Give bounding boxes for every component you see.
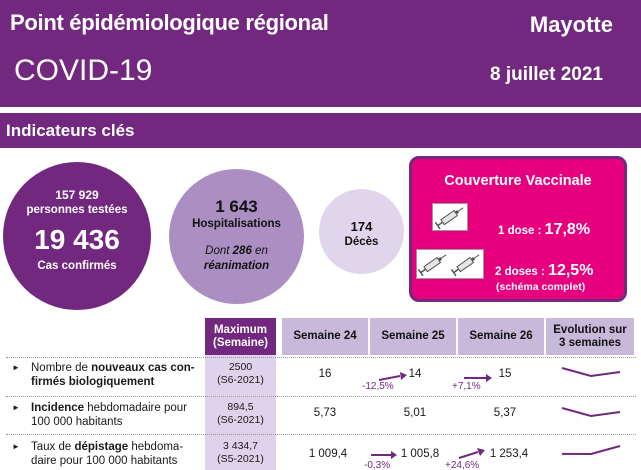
section-band: Indicateurs clés: [0, 113, 641, 148]
tested-label: personnes testées: [26, 204, 128, 216]
bullet-icon: ►: [12, 442, 20, 451]
max-week: (S5-2021): [217, 453, 264, 465]
max-value: 2500: [228, 361, 253, 373]
sparkline-new-cases: [561, 367, 621, 378]
deaths-circle: 174 Décès: [319, 189, 404, 274]
value-w25: 5,01: [403, 407, 427, 419]
bullet-icon: ►: [12, 403, 20, 412]
max-value-new-cases: 2500 (S6-2021): [205, 361, 276, 387]
max-week: (S6-2021): [217, 374, 264, 386]
confirmed-count: 19 436: [34, 224, 120, 255]
two-syringes-icon: [416, 249, 484, 279]
deaths-count: 174: [350, 219, 373, 234]
sparkline-line: [561, 445, 621, 456]
value-w24: 16: [318, 368, 332, 380]
arrow-icon: [464, 374, 492, 382]
change-w25: -0,3%: [364, 460, 391, 470]
page-header: Point épidémiologique régional COVID-19 …: [0, 0, 641, 107]
sparkline-line: [561, 367, 621, 378]
rea-line: Dont 286 en: [169, 245, 304, 257]
header-evo-line2: 3 semaines: [558, 336, 621, 349]
value-w26: 1 253,4: [489, 448, 529, 460]
max-value-screening: 3 434,7 (S5-2021): [205, 440, 276, 466]
header-evo-line1: Evolution sur: [553, 323, 627, 336]
confirmed-label: Cas confirmés: [37, 260, 117, 272]
dose1-label: 1 dose :: [498, 225, 542, 237]
section-title: Indicateurs clés: [6, 121, 135, 140]
change-w25: -12,5%: [362, 381, 394, 392]
sparkline-line: [561, 407, 621, 418]
value-w24: 5,73: [313, 407, 337, 419]
hospitalisations-circle: 1 643 Hospitalisations Dont 286 en réani…: [169, 169, 304, 304]
dose2-value: 12,5%: [548, 262, 594, 279]
row-label-pre: Nombre de: [31, 362, 92, 374]
header-max-line2: (Semaine): [213, 336, 268, 349]
max-column-bg: [205, 355, 276, 470]
rea-label: réanimation: [203, 260, 270, 272]
rea-suffix: en: [255, 245, 268, 257]
row-label-post: hebdoma-daire pour 100 000 habitants: [31, 441, 184, 467]
vaccination-title: Couverture Vaccinale: [444, 173, 592, 189]
header-maximum: Maximum (Semaine): [205, 318, 276, 355]
deaths-label: Décès: [344, 236, 379, 248]
row-label-pre: Taux de: [31, 441, 75, 453]
value-w25: 14: [408, 368, 422, 380]
region-name: Mayotte: [529, 12, 613, 37]
bullet-icon: ►: [12, 363, 20, 372]
rea-count: 286: [232, 245, 252, 257]
arrow-icon: [378, 372, 407, 381]
sparkline-incidence: [561, 407, 621, 418]
dose2-label: 2 doses :: [495, 266, 545, 278]
value-w24: 1 009,4: [308, 448, 348, 460]
row-label-bold: Incidence: [31, 402, 85, 414]
value-w26: 5,37: [493, 407, 517, 419]
vaccination-box: Couverture Vaccinale 1 dose : 17,8%: [409, 156, 627, 302]
max-value-incidence: 894,5 (S6-2021): [205, 401, 276, 427]
confirmed-cases-circle: 157 929 personnes testées 19 436 Cas con…: [3, 162, 151, 310]
change-w26: +7,1%: [452, 381, 481, 392]
sparkline-screening: [561, 445, 621, 456]
max-value: 3 434,7: [222, 440, 259, 452]
header-week-25: Semaine 25: [370, 318, 456, 355]
hosp-label: Hospitalisations: [192, 218, 281, 230]
row-divider: [6, 357, 636, 358]
max-week: (S6-2021): [217, 414, 264, 426]
report-date: 8 juillet 2021: [489, 64, 603, 85]
arrow-icon: [458, 448, 485, 459]
row-label-bold: nouveaux cas con-firmés biologiquement: [31, 362, 195, 388]
arrow-icon: [371, 451, 397, 459]
row-divider: [6, 434, 636, 435]
header-evolution: Evolution sur 3 semaines: [546, 318, 634, 355]
dose1-value: 17,8%: [544, 221, 591, 238]
max-value: 894,5: [227, 401, 254, 413]
row-label-bold: dépistage: [74, 441, 129, 453]
value-w26: 15: [498, 368, 512, 380]
report-subtitle: COVID-19: [14, 54, 153, 87]
tested-count: 157 929: [55, 188, 99, 202]
report-title: Point épidémiologique régional: [10, 10, 329, 35]
syringe-icon: [432, 203, 468, 231]
dose2-line: 2 doses : 12,5%: [495, 262, 593, 280]
value-w25: 1 005,8: [400, 448, 440, 460]
row-divider: [6, 396, 636, 397]
hosp-count: 1 643: [215, 197, 258, 216]
change-w26: +24,6%: [445, 460, 480, 470]
dose2-note: (schéma complet): [496, 281, 586, 293]
rea-prefix: Dont: [205, 245, 230, 257]
row-label-post: hebdomadaire pour 100 000 habitants: [31, 402, 187, 428]
header-week-26: Semaine 26: [458, 318, 544, 355]
header-max-line1: Maximum: [213, 323, 268, 336]
dose1-line: 1 dose : 17,8%: [498, 221, 590, 239]
header-week-24: Semaine 24: [282, 318, 368, 355]
